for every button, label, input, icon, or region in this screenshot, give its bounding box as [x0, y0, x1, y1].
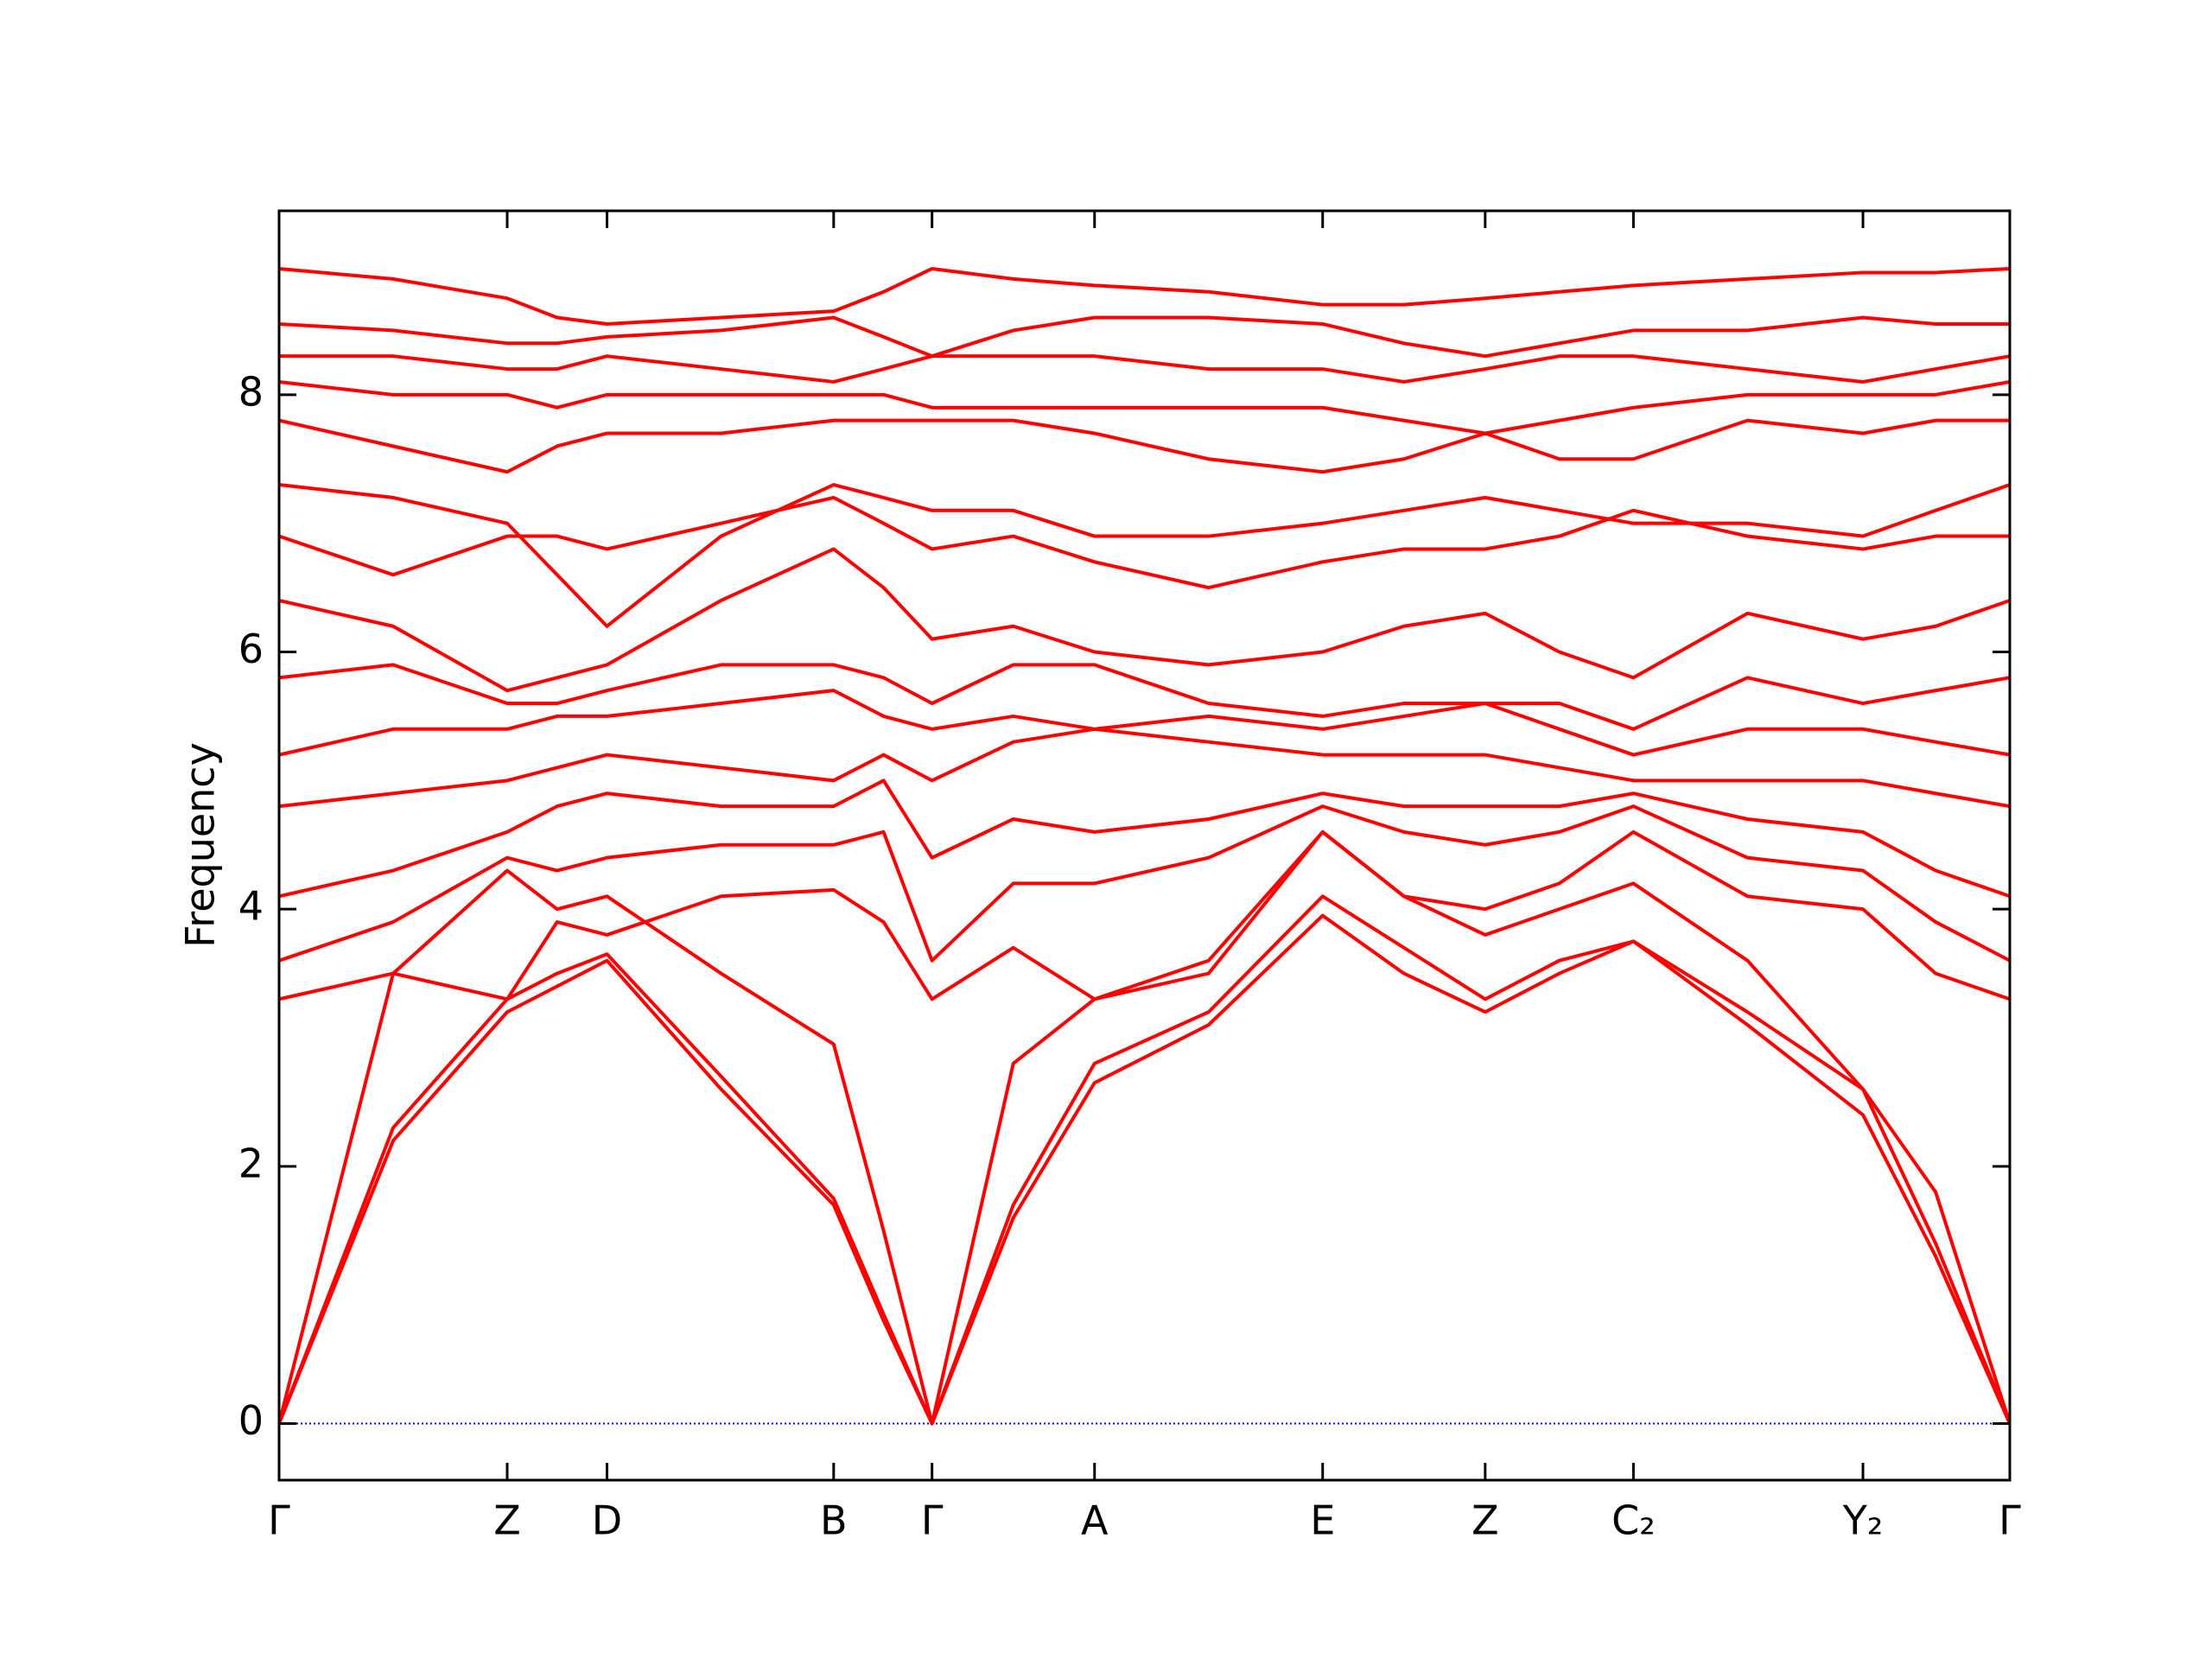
plot-frame: [277, 209, 2012, 1482]
band-line: [279, 779, 2010, 899]
x-tick-label: Γ: [921, 1497, 944, 1544]
band-line: [279, 547, 2010, 693]
x-tick-label: A: [1081, 1497, 1109, 1544]
y-tick-label: 6: [238, 626, 264, 672]
band-line: [279, 315, 2010, 359]
y-tick-label: 4: [238, 883, 264, 930]
band-line: [279, 495, 2010, 590]
band-line: [279, 354, 2010, 384]
band-line: [279, 379, 2010, 435]
band-line: [279, 483, 2010, 628]
y-axis-label: Frequency: [177, 742, 224, 948]
band-line: [279, 913, 2010, 1426]
band-line: [279, 689, 2010, 757]
y-tick-label: 8: [238, 368, 264, 415]
x-tick-label: Z: [493, 1497, 521, 1544]
x-tick-label: C₂: [1611, 1497, 1656, 1544]
band-line: [279, 266, 2010, 326]
x-tick-label: D: [592, 1497, 622, 1544]
x-tick-label: Γ: [268, 1497, 290, 1544]
band-line: [279, 894, 2010, 1426]
x-tick-label: B: [820, 1497, 848, 1544]
band-line: [279, 830, 2010, 1001]
y-tick-label: 0: [238, 1397, 264, 1444]
x-tick-label: Y₂: [1842, 1497, 1884, 1544]
x-tick-label: Γ: [1999, 1497, 2021, 1544]
x-tick-label: Z: [1471, 1497, 1499, 1544]
band-line: [279, 663, 2010, 731]
band-line: [279, 418, 2010, 474]
x-tick-label: E: [1310, 1497, 1335, 1544]
y-tick-label: 2: [238, 1140, 264, 1186]
band-line: [279, 804, 2010, 963]
